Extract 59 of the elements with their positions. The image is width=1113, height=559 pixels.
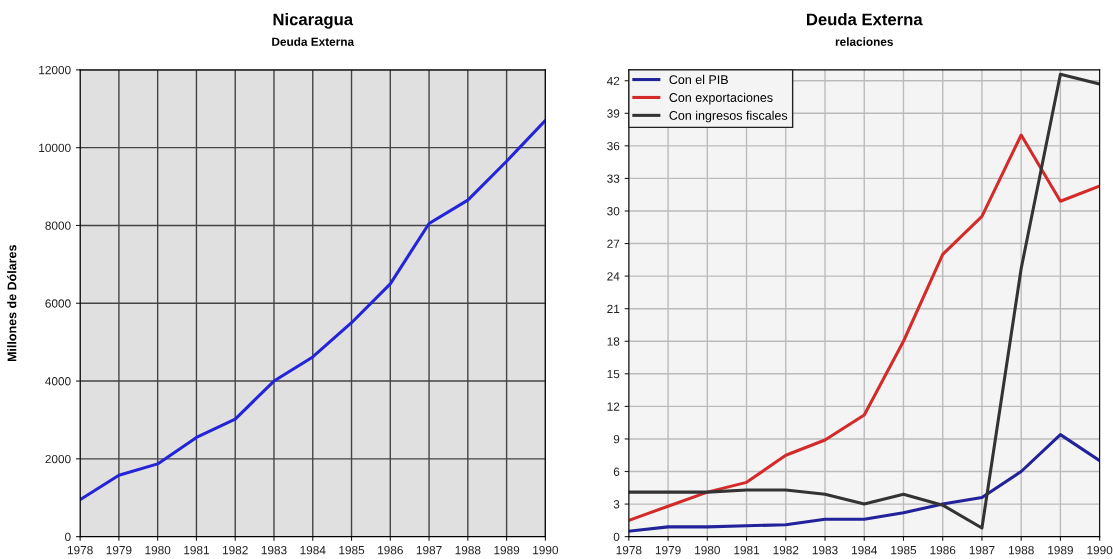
line-series (80, 118, 546, 502)
chart-subtitle: relaciones (835, 37, 893, 46)
y-tick-label: 15 (607, 369, 620, 379)
chart-title: Deuda Externa (807, 13, 923, 26)
x-tick-label: 1980 (145, 545, 171, 555)
y-tick-label: 8000 (45, 221, 71, 230)
y-tick-label: 6 (613, 467, 620, 476)
line-series (628, 133, 1100, 522)
chart-subtitle: Deuda Externa (272, 37, 355, 46)
x-tick-label: 1981 (184, 545, 209, 555)
legend-label: Con el PIB (669, 74, 728, 85)
x-tick-label: 1982 (222, 545, 248, 555)
y-tick-label: 3 (613, 500, 620, 509)
x-tick-label: 1978 (616, 545, 642, 555)
y-axis-title: Millones de Dólares (7, 245, 17, 362)
x-tick-label: 1980 (695, 545, 720, 555)
y-tick-label: 24 (607, 272, 620, 281)
x-tick-label: 1990 (533, 545, 559, 555)
y-tick-label: 10000 (39, 143, 71, 153)
y-tick-label: 6000 (45, 299, 71, 308)
x-tick-label: 1979 (106, 545, 132, 555)
x-tick-label: 1982 (773, 545, 799, 555)
y-tick-label: 30 (607, 207, 620, 216)
x-tick-label: 1985 (339, 545, 365, 555)
x-tick-label: 1989 (1048, 545, 1073, 555)
y-tick-label: 27 (607, 239, 620, 248)
x-tick-label: 1986 (378, 545, 403, 555)
y-tick-label: 4000 (45, 377, 71, 386)
y-tick-label: 36 (607, 141, 620, 151)
x-tick-label: 1986 (930, 545, 956, 555)
y-tick-label: 12000 (39, 65, 71, 75)
x-tick-label: 1987 (416, 545, 442, 555)
y-tick-label: 21 (607, 304, 620, 313)
x-tick-label: 1988 (1008, 545, 1034, 555)
x-tick-label: 1983 (261, 545, 287, 555)
x-tick-label: 1984 (852, 545, 878, 555)
legend-label: Con ingresos fiscales (669, 110, 788, 123)
x-tick-label: 1979 (655, 545, 681, 555)
y-tick-label: 12 (607, 402, 620, 411)
y-tick-label: 18 (607, 337, 620, 346)
x-tick-label: 1983 (812, 545, 838, 555)
x-tick-label: 1987 (969, 545, 995, 555)
y-tick-label: 2000 (45, 454, 71, 464)
y-tick-label: 42 (606, 76, 620, 86)
line-series (628, 433, 1100, 533)
x-tick-label: 1988 (455, 545, 481, 555)
legend-label: Con exportaciones (669, 92, 773, 105)
y-tick-label: 0 (65, 532, 71, 542)
x-tick-label: 1981 (734, 545, 760, 555)
x-tick-label: 1978 (67, 545, 93, 555)
y-tick-label: 9 (613, 434, 620, 444)
y-tick-label: 39 (607, 109, 620, 118)
chart-title: Nicaragua (273, 13, 354, 29)
x-tick-label: 1990 (1087, 545, 1113, 555)
x-tick-label: 1985 (891, 545, 917, 555)
x-tick-label: 1984 (300, 545, 326, 555)
y-tick-label: 33 (607, 174, 620, 183)
y-tick-label: 0 (613, 532, 620, 542)
x-tick-label: 1989 (494, 545, 520, 555)
